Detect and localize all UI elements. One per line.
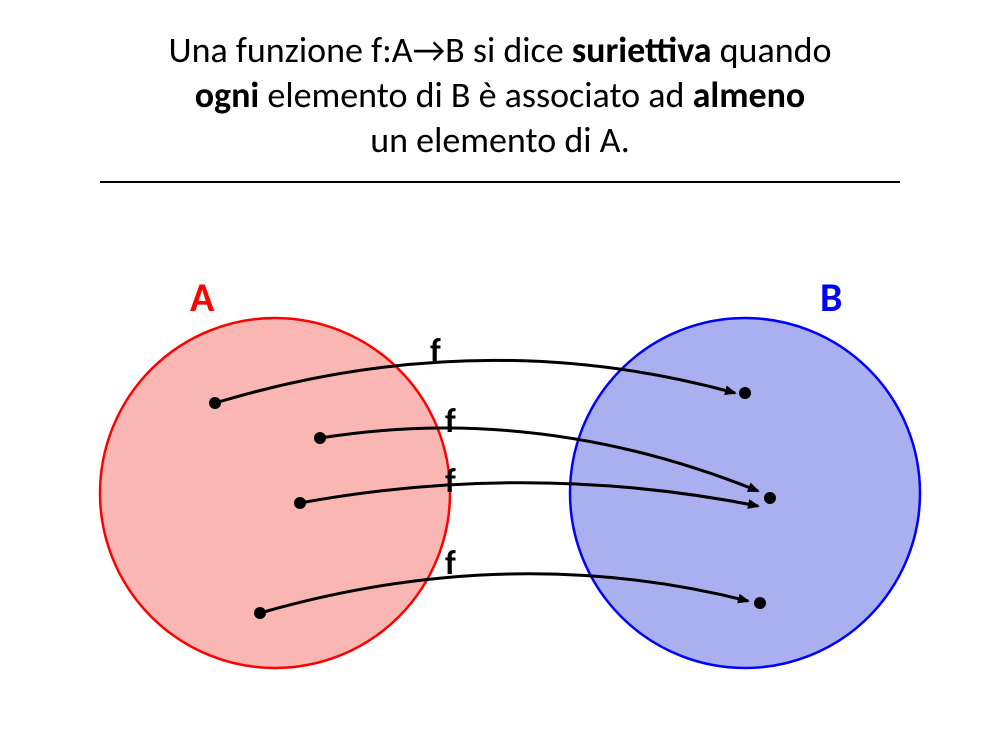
- def-bold-suriettiva: suriettiva: [572, 28, 712, 72]
- definition-text: Una funzione f:A→B si dice suriettiva qu…: [0, 0, 1000, 163]
- mapping-label-2: f: [445, 461, 456, 502]
- def-arrow: →: [413, 28, 446, 72]
- def-line2-mid: elemento di B è associato ad: [259, 73, 692, 117]
- mapping-label-1: f: [445, 401, 456, 442]
- set-a-point-3: [254, 607, 266, 619]
- set-a-point-0: [209, 397, 221, 409]
- horizontal-divider: [100, 181, 900, 183]
- set-b-point-0: [739, 387, 751, 399]
- def-bold-almeno: almeno: [693, 73, 806, 117]
- set-b-point-2: [754, 597, 766, 609]
- def-bold-ogni: ogni: [195, 73, 260, 117]
- set-a-point-1: [314, 432, 326, 444]
- mapping-label-3: f: [445, 543, 456, 584]
- diagram-svg: [0, 193, 1000, 713]
- def-line1-post: B si dice: [445, 28, 572, 72]
- mapping-label-0: f: [430, 331, 441, 372]
- set-a-circle: [100, 318, 450, 668]
- set-a-point-2: [294, 497, 306, 509]
- def-line3: un elemento di A.: [0, 118, 1000, 163]
- diagram-area: A B ffff: [0, 193, 1000, 713]
- set-b-point-1: [764, 492, 776, 504]
- def-line1-tail: quando: [712, 28, 832, 72]
- def-line1-pre: Una funzione f:A: [168, 28, 412, 72]
